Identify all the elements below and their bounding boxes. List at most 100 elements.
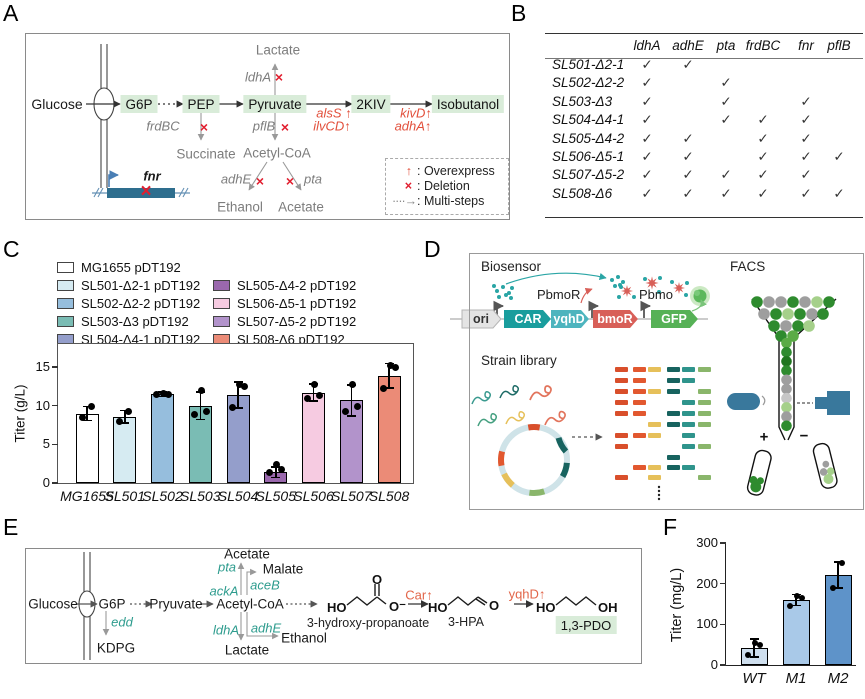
library-fragment bbox=[615, 400, 628, 405]
table-checkmark: ✓ bbox=[641, 75, 653, 91]
node-pyruvate-e: Pryuvate bbox=[149, 596, 203, 612]
library-fragment bbox=[682, 433, 695, 438]
legend-label: SL502-Δ2-2 pDT192 bbox=[81, 295, 201, 311]
mol3-name-13pdo: 1,3-PDO bbox=[555, 616, 617, 634]
table-checkmark: ✓ bbox=[641, 112, 653, 128]
table-checkmark: ✓ bbox=[757, 130, 769, 146]
table-row-strain-name: SL507-Δ5-2 bbox=[552, 167, 625, 183]
mol1-name: 3-hydroxy-propanoate bbox=[306, 616, 430, 630]
y-axis-tick bbox=[720, 542, 726, 544]
data-point bbox=[794, 592, 800, 599]
legend-multisteps-label: : Multi-steps bbox=[417, 193, 485, 208]
gene-aceb: aceB bbox=[250, 577, 280, 593]
panel-a-frame bbox=[25, 33, 510, 220]
error-bar bbox=[275, 466, 277, 478]
y-tick-label: 200 bbox=[696, 575, 718, 591]
table-checkmark: ✓ bbox=[800, 185, 812, 201]
table-row-strain-name: SL502-Δ2-2 bbox=[552, 75, 625, 91]
table-column-header: pta bbox=[716, 38, 736, 53]
mol1-o-label: O bbox=[372, 572, 383, 587]
y-tick-label: 0 bbox=[42, 475, 50, 490]
gene-bmor-label: bmoR bbox=[597, 312, 633, 326]
bar bbox=[113, 416, 137, 483]
table-checkmark: ✓ bbox=[641, 149, 653, 164]
node-g6p-e: G6P bbox=[98, 596, 126, 612]
table-row-strain-name: SL501-Δ2-1 bbox=[552, 57, 625, 72]
legend-label: SL508-Δ6 pDT192 bbox=[237, 331, 345, 347]
gene-yqhd-label: yqhD bbox=[553, 312, 585, 326]
library-fragment bbox=[682, 465, 695, 470]
deletion-x-fnr: × bbox=[140, 181, 152, 202]
library-fragment bbox=[648, 389, 661, 394]
table-column-header: fnr bbox=[798, 38, 814, 53]
overexpress-arrow-icon: ↑ bbox=[405, 163, 412, 178]
legend-deletion-label: : Deletion bbox=[417, 178, 470, 193]
y-tick-label: 0 bbox=[710, 657, 718, 672]
legend-label: SL506-Δ5-1 pDT192 bbox=[237, 295, 357, 311]
data-point bbox=[273, 460, 281, 468]
table-column-header: ldhA bbox=[633, 38, 661, 53]
data-point bbox=[316, 392, 323, 400]
table-checkmark: ✓ bbox=[800, 112, 812, 128]
y-axis-tick bbox=[720, 664, 726, 666]
library-fragment bbox=[667, 465, 680, 470]
x-category-label: SL504 bbox=[217, 488, 259, 504]
node-glucose: Glucose bbox=[31, 96, 83, 112]
panel-e-label: E bbox=[3, 514, 19, 540]
chart-f-y-axis-title: Titer (mg/L) bbox=[669, 567, 685, 643]
legend-item: SL502-Δ2-2 pDT192 bbox=[57, 295, 201, 311]
data-point bbox=[379, 385, 387, 393]
chart-c-legend: MG1655 pDT192 SL501-Δ2-1 pDT192 SL502-Δ2-2… bbox=[50, 255, 400, 351]
data-point bbox=[78, 413, 86, 421]
table-checkmark: ✓ bbox=[682, 57, 694, 72]
mol1-ominus-label: O⁻ bbox=[389, 599, 406, 614]
library-fragment bbox=[648, 465, 661, 470]
panel-a-legend-box bbox=[385, 158, 509, 215]
legend-swatch bbox=[213, 315, 230, 327]
mol2-o-label: O bbox=[489, 598, 500, 613]
legend-row-multisteps: ····→ : Multi-steps bbox=[392, 193, 485, 208]
gene-gfp-label: GFP bbox=[661, 312, 687, 326]
node-2kiv: 2KIV bbox=[351, 95, 391, 113]
table-checkmark: ✓ bbox=[641, 185, 653, 201]
data-point bbox=[348, 380, 356, 388]
library-fragment bbox=[615, 411, 628, 416]
table-checkmark: ✓ bbox=[720, 167, 732, 183]
error-bar bbox=[795, 594, 797, 606]
data-point bbox=[752, 639, 758, 646]
error-bar-cap bbox=[82, 405, 92, 408]
library-fragment bbox=[633, 411, 646, 416]
node-g6p: G6P bbox=[120, 95, 158, 113]
node-pep: PEP bbox=[182, 95, 220, 113]
table-checkmark: ✓ bbox=[641, 130, 653, 146]
error-bar-cap bbox=[120, 409, 130, 412]
bar bbox=[302, 392, 325, 483]
y-tick-label: 5 bbox=[42, 436, 50, 452]
data-point bbox=[125, 407, 133, 415]
data-point bbox=[240, 382, 248, 390]
gene-ldha: ldhA bbox=[244, 69, 272, 85]
table-checkmark: ✓ bbox=[641, 93, 653, 109]
table-checkmark: ✓ bbox=[720, 93, 732, 109]
data-point bbox=[160, 389, 167, 397]
mol3-oh-label: OH bbox=[598, 600, 618, 615]
bar bbox=[151, 394, 174, 483]
node-acetate: Acetate bbox=[278, 199, 324, 215]
legend-swatch bbox=[57, 279, 74, 291]
data-point bbox=[353, 403, 361, 411]
legend-item: SL503-Δ3 pDT192 bbox=[57, 313, 189, 329]
gene-pta: pta bbox=[303, 171, 323, 187]
error-bar-cap bbox=[749, 656, 759, 658]
data-point bbox=[235, 380, 243, 388]
error-bar bbox=[199, 391, 201, 420]
library-fragment bbox=[633, 367, 646, 372]
legend-label: SL503-Δ3 pDT192 bbox=[81, 313, 189, 329]
error-bar-cap bbox=[833, 561, 843, 563]
x-category-label: M1 bbox=[785, 670, 807, 687]
legend-swatch bbox=[213, 297, 230, 309]
library-fragment bbox=[667, 378, 680, 383]
error-bar-cap bbox=[82, 419, 92, 422]
table-checkmark: ✓ bbox=[641, 57, 653, 72]
gene-adhe-e: adhE bbox=[250, 620, 282, 636]
node-glucose-e: Glucose bbox=[28, 596, 78, 612]
